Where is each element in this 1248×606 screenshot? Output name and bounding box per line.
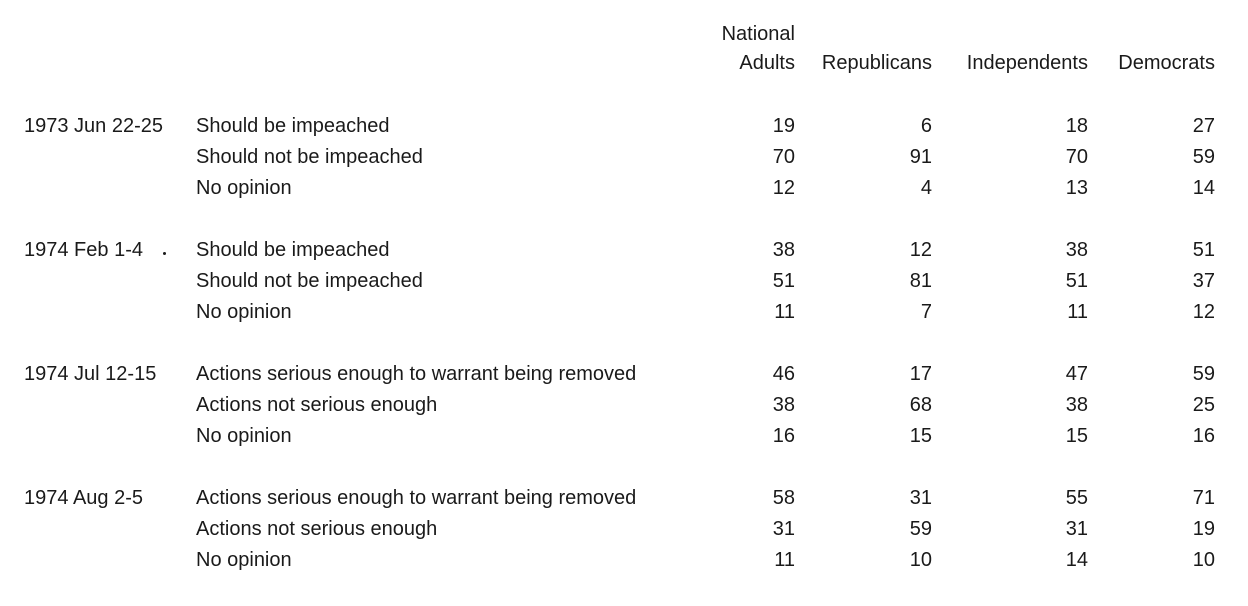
row-label: Should be impeached — [196, 115, 390, 137]
row-label: Should not be impeached — [196, 270, 423, 292]
table-cell-value: 10 — [909, 549, 932, 571]
table-cell-value: 15 — [909, 425, 932, 447]
row-label: Actions not serious enough — [196, 394, 438, 416]
table-cell-value: 18 — [1065, 115, 1088, 137]
table-cell-value: 27 — [1192, 115, 1215, 137]
table-cell-value: 46 — [772, 363, 795, 385]
table-cell-value: 55 — [1065, 487, 1088, 509]
table-cell-value: 16 — [1192, 425, 1215, 447]
stray-dot-mark — [163, 252, 166, 255]
table-cell-value: 38 — [772, 394, 795, 416]
group-date: 1974 Feb 1-4 — [24, 239, 143, 261]
table-cell-value: 7 — [920, 301, 932, 323]
table-cell-value: 11 — [774, 549, 795, 571]
table-cell-value: 6 — [920, 115, 932, 137]
column-header-0-line-1: Adults — [739, 52, 795, 74]
table-cell-value: 70 — [1065, 146, 1088, 168]
group-date: 1974 Aug 2-5 — [24, 487, 143, 509]
row-label: No opinion — [196, 425, 292, 447]
table-cell-value: 11 — [774, 301, 795, 323]
table-cell-value: 15 — [1065, 425, 1088, 447]
table-cell-value: 37 — [1192, 270, 1215, 292]
row-label: No opinion — [196, 177, 292, 199]
table-cell-value: 12 — [772, 177, 795, 199]
table-cell-value: 31 — [772, 518, 795, 540]
table-cell-value: 70 — [772, 146, 795, 168]
table-cell-value: 4 — [920, 177, 932, 199]
table-cell-value: 68 — [909, 394, 932, 416]
table-cell-value: 51 — [1065, 270, 1088, 292]
table-cell-value: 91 — [909, 146, 932, 168]
table-cell-value: 38 — [1065, 394, 1088, 416]
table-cell-value: 17 — [909, 363, 932, 385]
group-date: 1974 Jul 12-15 — [24, 363, 157, 385]
table-cell-value: 59 — [1192, 363, 1215, 385]
table-cell-value: 31 — [1065, 518, 1088, 540]
table-cell-value: 10 — [1192, 549, 1215, 571]
table-cell-value: 38 — [1065, 239, 1088, 261]
table-cell-value: 14 — [1065, 549, 1088, 571]
table-cell-value: 19 — [772, 115, 795, 137]
row-label: No opinion — [196, 549, 292, 571]
table-cell-value: 51 — [1192, 239, 1215, 261]
table-cell-value: 81 — [909, 270, 932, 292]
table-cell-value: 71 — [1192, 487, 1215, 509]
column-header-0-line-0: National — [721, 23, 795, 45]
table-cell-value: 51 — [772, 270, 795, 292]
table-cell-value: 31 — [909, 487, 932, 509]
table-cell-value: 12 — [1192, 301, 1215, 323]
table-cell-value: 47 — [1065, 363, 1088, 385]
table-cell-value: 11 — [1067, 301, 1088, 323]
table-cell-value: 16 — [772, 425, 795, 447]
column-header-1-line-0: Republicans — [821, 52, 932, 74]
row-label: No opinion — [196, 301, 292, 323]
table-cell-value: 58 — [772, 487, 795, 509]
column-header-3-line-0: Democrats — [1118, 52, 1215, 74]
table-cell-value: 12 — [909, 239, 932, 261]
row-label: Actions serious enough to warrant being … — [196, 487, 637, 509]
table-cell-value: 38 — [772, 239, 795, 261]
row-label: Should be impeached — [196, 239, 390, 261]
row-label: Actions not serious enough — [196, 518, 438, 540]
group-date: 1973 Jun 22-25 — [24, 115, 164, 137]
table-cell-value: 14 — [1192, 177, 1215, 199]
table-cell-value: 25 — [1192, 394, 1215, 416]
row-label: Should not be impeached — [196, 146, 423, 168]
table-cell-value: 13 — [1065, 177, 1088, 199]
table-cell-value: 19 — [1192, 518, 1215, 540]
table-cell-value: 59 — [909, 518, 932, 540]
table-cell-value: 59 — [1192, 146, 1215, 168]
row-label: Actions serious enough to warrant being … — [196, 363, 637, 385]
column-header-2-line-0: Independents — [966, 52, 1088, 74]
